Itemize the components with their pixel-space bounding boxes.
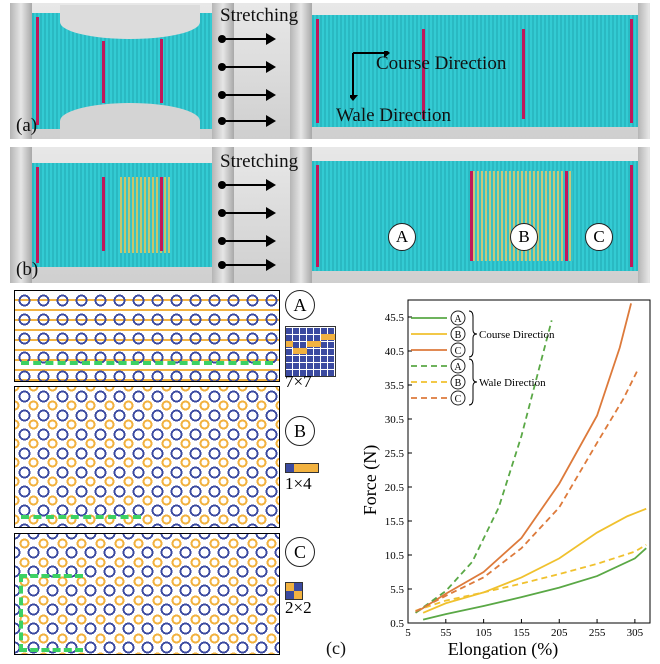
series-wale-c — [415, 367, 640, 613]
legend-marker — [450, 342, 466, 358]
pattern-c-panel — [14, 533, 280, 655]
chart-axes: 5 55 105 155 205 255 3050.55.510.515.520.525.5… — [385, 299, 651, 639]
panel-label-a: (a) — [16, 115, 38, 136]
legend-entry: A — [454, 314, 462, 325]
x-tick-label: 5 — [405, 627, 411, 639]
y-tick-label: 15.5 — [385, 516, 405, 528]
pattern-a-panel — [14, 290, 280, 382]
y-tick-label: 30.5 — [385, 414, 405, 426]
y-tick-label: 10.5 — [385, 550, 405, 562]
legend-brace — [468, 310, 478, 358]
pattern-b-grid-icon — [285, 463, 319, 473]
legend-marker — [450, 358, 466, 374]
x-tick-label: 305 — [627, 627, 644, 639]
x-tick-label: 155 — [513, 627, 530, 639]
fabric-stretched — [312, 15, 638, 127]
legend-marker — [450, 326, 466, 342]
series-course-a — [422, 547, 647, 621]
pattern-a-size: 7×7 — [285, 372, 312, 391]
series-course-b — [422, 507, 647, 614]
pattern-c-size: 2×2 — [285, 598, 312, 617]
x-axis-label: Elongation (%) — [448, 639, 558, 660]
panel-label-b: (b) — [16, 259, 39, 280]
legend-brace — [468, 358, 478, 406]
legend-group-label: Wale Direction — [479, 377, 546, 389]
region-c-marker: C — [585, 223, 613, 251]
left-clamp — [10, 3, 32, 139]
y-tick-label: 45.5 — [385, 312, 405, 324]
legend-entry: B — [455, 330, 462, 341]
pattern-c-grid-icon — [285, 582, 303, 600]
legend-entry: C — [455, 394, 462, 405]
y-tick-label: 5.5 — [390, 584, 404, 596]
legend-marker — [450, 390, 466, 406]
legend-marker — [450, 374, 466, 390]
pattern-a-grid-icon — [285, 326, 336, 377]
pattern-b-size: 1×4 — [285, 474, 312, 493]
pattern-b-marker: B — [285, 416, 315, 446]
series-course-c — [415, 303, 632, 614]
y-tick-label: 20.5 — [385, 482, 405, 494]
force-elongation-chart: 5 55 105 155 205 255 3050.55.510.515.520.525.5… — [360, 299, 651, 660]
y-tick-label: 0.5 — [390, 618, 404, 630]
stretching-label-a: Stretching — [220, 5, 299, 26]
x-tick-label: 55 — [440, 627, 452, 639]
y-tick-label: 35.5 — [385, 380, 405, 392]
region-b-marker: B — [510, 223, 538, 251]
wale-direction-label: Wale Direction — [336, 105, 452, 126]
series-wale-b — [415, 544, 647, 612]
x-tick-label: 105 — [475, 627, 492, 639]
direction-axes — [350, 51, 390, 101]
plot-frame — [407, 299, 651, 624]
region-a-marker: A — [388, 223, 416, 251]
legend-marker — [450, 310, 466, 326]
photo-a: (a) Stretching Course Direction Wale Dir… — [10, 3, 650, 139]
chart-series — [415, 303, 647, 621]
x-tick-label: 255 — [589, 627, 606, 639]
pattern-c-marker: C — [285, 537, 315, 567]
legend-group-label: Course Direction — [479, 329, 555, 341]
legend-entry: B — [455, 378, 462, 389]
stretching-label-b: Stretching — [220, 151, 299, 172]
legend-entry: A — [454, 362, 462, 373]
series-wale-a — [415, 320, 553, 614]
y-tick-label: 25.5 — [385, 448, 405, 460]
caption-c: (c) — [326, 638, 346, 658]
y-tick-label: 40.5 — [385, 346, 405, 358]
course-direction-label: Course Direction — [376, 53, 507, 74]
pattern-a-marker: A — [285, 290, 315, 320]
x-tick-label: 205 — [551, 627, 568, 639]
pattern-b-panel — [14, 386, 280, 528]
legend-entry: C — [455, 346, 462, 357]
y-axis-label: Force (N) — [360, 445, 381, 515]
photo-b: (b) Stretching A B C — [10, 147, 650, 283]
